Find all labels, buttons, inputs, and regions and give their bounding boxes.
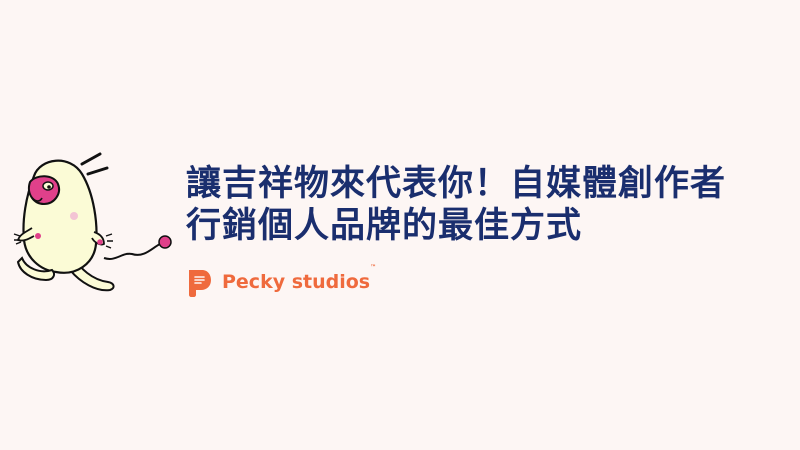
mascot-illustration [13,152,172,292]
brand-name-text: Pecky studios [222,271,371,293]
trademark-mark: ™ [370,264,377,271]
pecky-logo-icon [189,270,211,297]
headline: 讓吉祥物來代表你！自媒體創作者 行銷個人品牌的最佳方式 [186,163,726,247]
headline-line-1: 讓吉祥物來代表你！自媒體創作者 [186,164,727,204]
headline-line-2: 行銷個人品牌的最佳方式 [186,206,583,246]
brand-name: Pecky studios ™ [222,264,376,293]
brand-lockup[interactable]: Pecky studios ™ [186,264,376,298]
